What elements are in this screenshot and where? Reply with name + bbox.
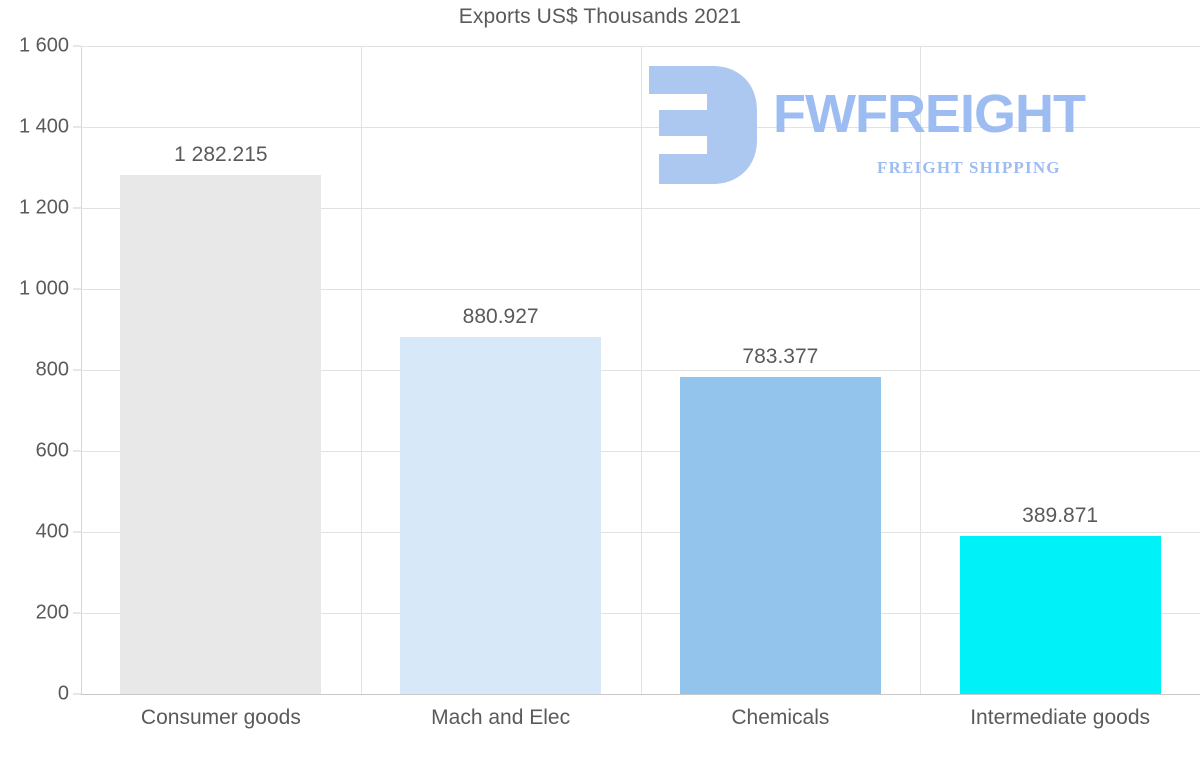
y-axis-tick-mark	[73, 207, 81, 209]
y-axis-tick-mark	[73, 369, 81, 371]
plot-area	[81, 46, 1200, 695]
x-axis-tick-label: Intermediate goods	[970, 706, 1151, 729]
y-axis-tick-label: 200	[35, 601, 69, 624]
y-axis-tick-mark	[73, 612, 81, 614]
gridline-vertical	[920, 46, 921, 694]
gridline-horizontal	[81, 46, 1200, 47]
x-axis-tick-label: Consumer goods	[140, 706, 301, 729]
bar-value-label: 880.927	[462, 305, 539, 329]
bar-value-label: 1 282.215	[174, 142, 268, 166]
y-axis-tick-label: 1 400	[18, 115, 69, 138]
y-axis-tick-mark	[73, 531, 81, 533]
bar-value-label: 783.377	[742, 344, 819, 368]
y-axis-tick-label: 600	[35, 439, 69, 462]
y-axis-tick-mark	[73, 450, 81, 452]
bar[interactable]	[680, 377, 881, 694]
y-axis-tick-label: 400	[35, 520, 69, 543]
y-axis-tick-mark	[73, 288, 81, 290]
bar[interactable]	[400, 337, 601, 694]
gridline-horizontal	[81, 532, 1200, 533]
gridline-horizontal	[81, 370, 1200, 371]
x-axis-tick-label: Mach and Elec	[431, 706, 571, 729]
gridline-horizontal	[81, 289, 1200, 290]
gridline-horizontal	[81, 613, 1200, 614]
y-axis-tick-label: 1 600	[18, 34, 69, 57]
y-axis-tick-label: 0	[57, 682, 69, 705]
y-axis-tick-mark	[73, 693, 81, 695]
y-axis-tick-mark	[73, 45, 81, 47]
x-axis-tick-label: Chemicals	[731, 706, 830, 729]
bar-value-label: 389.871	[1022, 504, 1099, 528]
x-axis-line	[81, 694, 1200, 695]
y-axis-tick-label: 800	[35, 358, 69, 381]
y-axis-tick-label: 1 200	[18, 196, 69, 219]
y-axis-tick-mark	[73, 126, 81, 128]
gridline-vertical	[361, 46, 362, 694]
y-axis-tick-label: 1 000	[18, 277, 69, 300]
chart-title: Exports US$ Thousands 2021	[458, 5, 742, 28]
bar[interactable]	[120, 175, 321, 694]
gridline-horizontal	[81, 451, 1200, 452]
gridline-horizontal	[81, 127, 1200, 128]
gridline-vertical	[641, 46, 642, 694]
gridline-horizontal	[81, 208, 1200, 209]
bar[interactable]	[960, 536, 1161, 694]
